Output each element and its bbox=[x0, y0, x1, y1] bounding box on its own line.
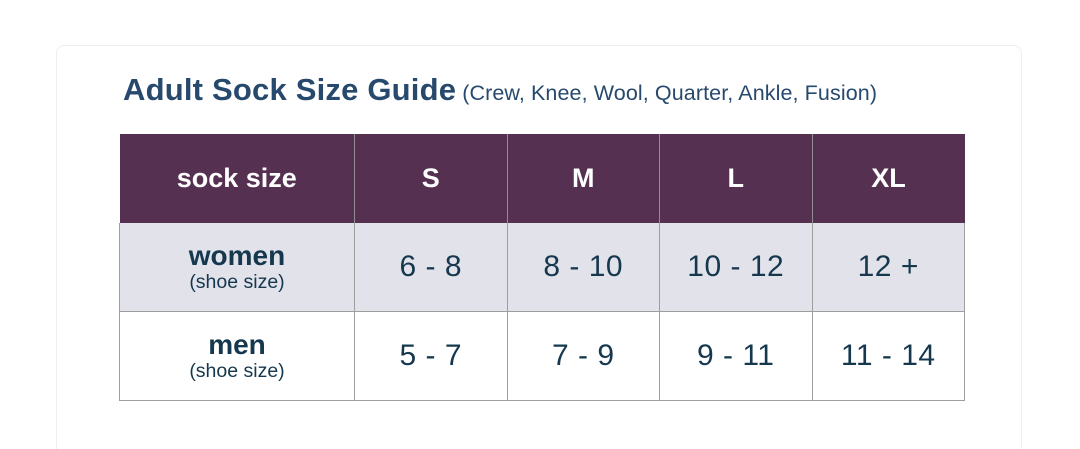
table-header: sock size S M L XL bbox=[119, 134, 965, 223]
table-header-row: sock size S M L XL bbox=[119, 134, 965, 223]
header-cell-s: S bbox=[354, 134, 507, 223]
header-cell-xl: XL bbox=[811, 134, 965, 223]
row-label-men: men (shoe size) bbox=[119, 311, 355, 401]
cell-value: 11 - 14 bbox=[840, 339, 936, 372]
cell-value: 7 - 9 bbox=[551, 339, 615, 372]
page-title-note: (Crew, Knee, Wool, Quarter, Ankle, Fusio… bbox=[462, 81, 878, 105]
row-label-women-main: women bbox=[188, 239, 286, 271]
row-label-women: women (shoe size) bbox=[119, 223, 355, 312]
sock-size-table: sock size S M L XL women (shoe size) 6 -… bbox=[119, 134, 965, 401]
header-cell-sock-size: sock size bbox=[119, 134, 355, 223]
table-row-men: men (shoe size) 5 - 7 7 - 9 9 - 11 11 - … bbox=[119, 311, 965, 401]
cell-men-s: 5 - 7 bbox=[354, 311, 508, 401]
row-label-women-sub: (shoe size) bbox=[189, 270, 285, 293]
cell-value: 9 - 11 bbox=[697, 339, 775, 372]
cell-value: 6 - 8 bbox=[399, 250, 463, 283]
header-cell-m: M bbox=[506, 134, 660, 223]
cell-women-xl: 12 + bbox=[811, 223, 965, 312]
cell-women-s: 6 - 8 bbox=[354, 223, 508, 312]
cell-men-m: 7 - 9 bbox=[506, 311, 660, 401]
cell-women-m: 8 - 10 bbox=[506, 223, 660, 312]
page-title: Adult Sock Size Guide (Crew, Knee, Wool, … bbox=[123, 72, 877, 108]
row-label-men-sub: (shoe size) bbox=[189, 359, 285, 382]
cell-value: 5 - 7 bbox=[399, 339, 463, 372]
cell-men-l: 9 - 11 bbox=[659, 311, 813, 401]
cell-men-xl: 11 - 14 bbox=[811, 311, 965, 401]
size-guide-card: Adult Sock Size Guide (Crew, Knee, Wool, … bbox=[56, 45, 1022, 449]
cell-value: 12 + bbox=[857, 250, 919, 283]
cell-value: 8 - 10 bbox=[543, 250, 624, 283]
page-title-main: Adult Sock Size Guide bbox=[123, 72, 457, 107]
table-row-women: women (shoe size) 6 - 8 8 - 10 10 - 12 1… bbox=[119, 223, 965, 312]
cell-value: 10 - 12 bbox=[687, 250, 785, 283]
header-cell-l: L bbox=[659, 134, 812, 223]
cell-women-l: 10 - 12 bbox=[659, 223, 813, 312]
row-label-men-main: men bbox=[208, 328, 266, 360]
